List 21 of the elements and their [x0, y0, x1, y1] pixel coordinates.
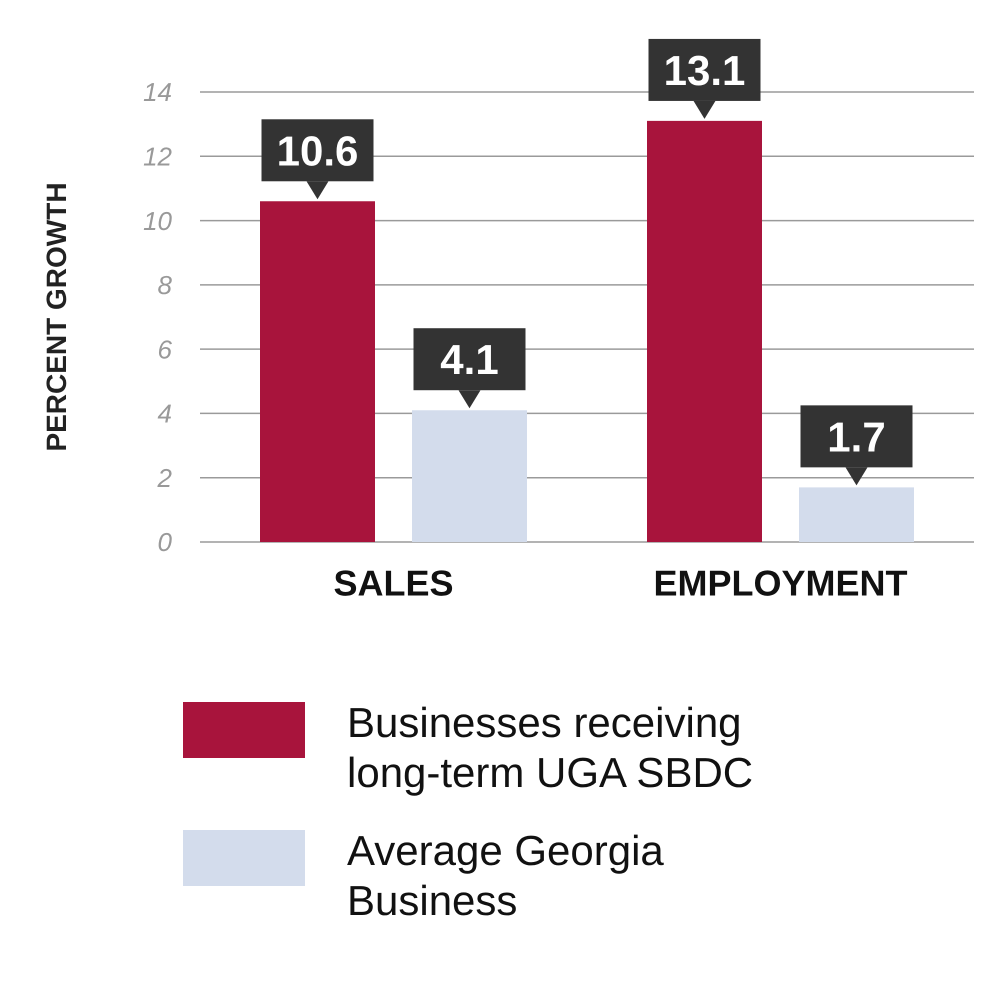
y-tick-label: 0: [158, 527, 173, 558]
y-tick-label: 2: [156, 462, 173, 493]
bar: [799, 487, 914, 542]
bar: [260, 201, 375, 542]
data-label: 13.1: [664, 46, 746, 94]
y-tick-label: 8: [158, 270, 173, 300]
legend-label: Average Georgia Business: [347, 826, 665, 926]
y-axis-title: PERCENT GROWTH: [40, 182, 72, 452]
legend-label: Businesses receiving long-term UGA SBDC: [347, 698, 754, 798]
y-tick-label: 4: [158, 398, 172, 429]
y-tick-label: 12: [143, 142, 173, 172]
y-tick-label: 10: [143, 206, 173, 236]
y-tick-label: 6: [158, 334, 173, 364]
bar: [647, 120, 762, 542]
y-tick-label: 14: [143, 77, 172, 108]
bar: [412, 410, 527, 542]
x-tick-label: EMPLOYMENT: [653, 562, 908, 604]
data-label: 4.1: [440, 336, 499, 384]
data-label: 10.6: [276, 127, 358, 174]
data-label: 1.7: [827, 413, 886, 460]
x-tick-label: SALES: [333, 562, 454, 604]
